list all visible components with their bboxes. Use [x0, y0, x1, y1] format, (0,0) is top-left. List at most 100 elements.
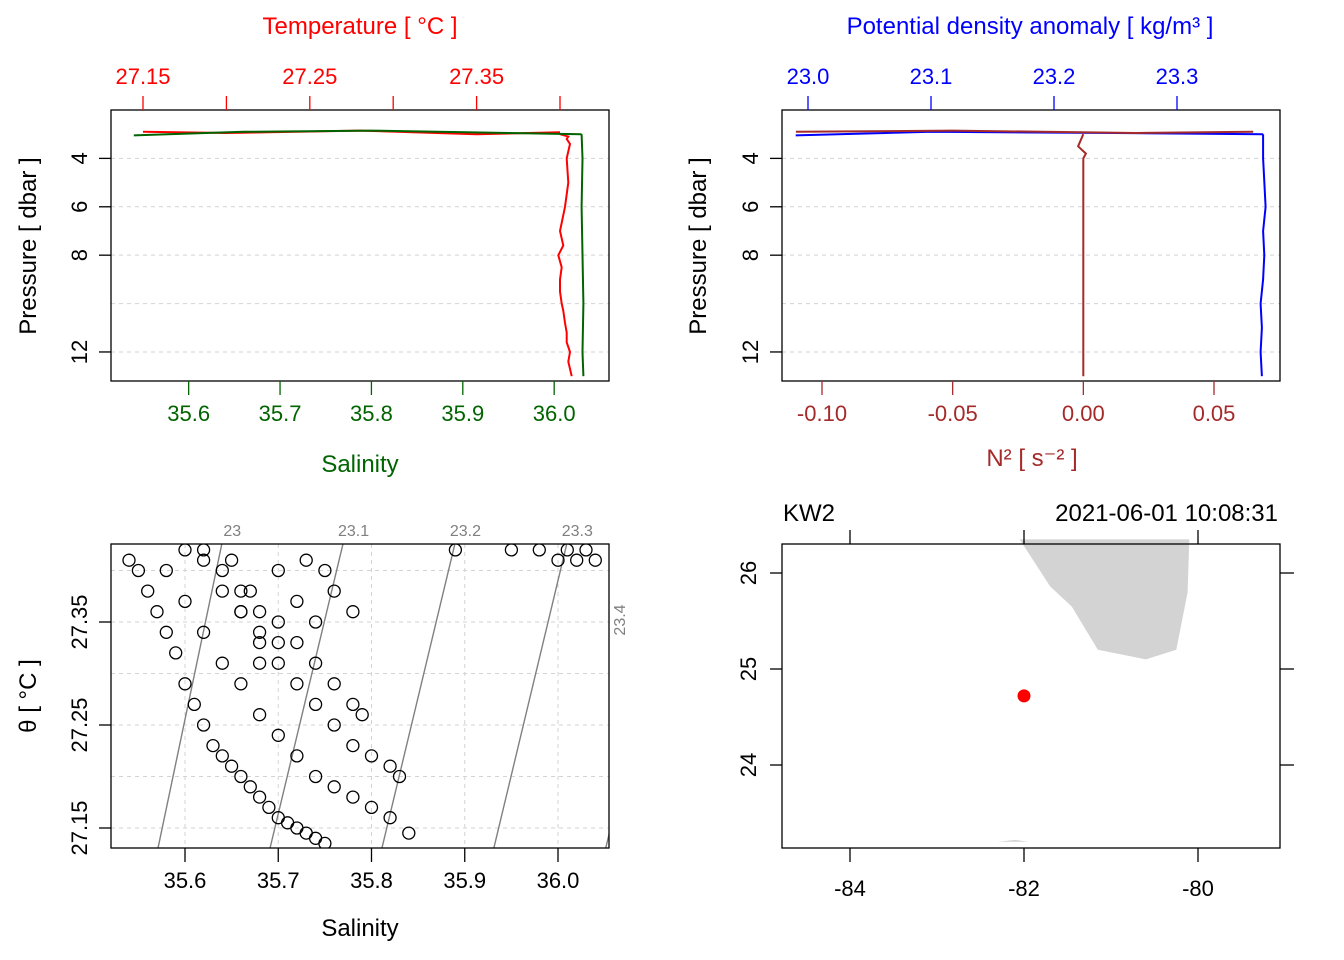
ts-point: [588, 553, 602, 567]
isopycnal-label: 23.3: [562, 523, 593, 540]
ts-point: [215, 749, 229, 763]
ts-point: [290, 635, 304, 650]
ts-point: [346, 738, 360, 753]
n2-axis-tick-label: -0.10: [797, 401, 847, 426]
ts-point: [159, 563, 173, 578]
ts-point: [551, 553, 565, 567]
ts-point: [308, 656, 323, 670]
series-salinity: [580, 134, 585, 377]
ts-point: [234, 605, 248, 619]
series-potential-density-anomaly: [1259, 134, 1267, 377]
ts-point: [187, 697, 201, 712]
ts-salinity-axis-tick-label: 35.9: [443, 868, 486, 893]
ts-point: [141, 584, 155, 598]
ts-point: [234, 677, 248, 691]
isopycnal-line: [605, 831, 609, 848]
map-lat-label: 24: [736, 753, 761, 777]
pressure-axis-title-2: Pressure [ dbar ]: [685, 157, 712, 334]
pressure-axis-1-tick-label: 8: [67, 249, 92, 261]
ts-point: [327, 780, 341, 794]
ts-point: [150, 605, 164, 619]
station-datetime: 2021-06-01 10:08:31: [1055, 500, 1278, 527]
map-frame: [781, 543, 1281, 849]
ts-point: [346, 605, 360, 619]
map-lat-label: 26: [736, 561, 761, 585]
pressure-axis-title-1: Pressure [ dbar ]: [15, 157, 42, 334]
ts-point: [224, 759, 239, 773]
series-n2: [1076, 133, 1088, 377]
series-n2-surface: [795, 129, 1254, 135]
ts-point: [178, 677, 192, 691]
ts-point: [196, 544, 211, 557]
ts-point: [271, 563, 285, 578]
pressure-axis-2-tick-label: 4: [738, 152, 763, 164]
pressure-axis-2-tick-label: 12: [738, 340, 763, 364]
ts-point: [327, 677, 341, 691]
ts-point: [327, 718, 341, 732]
temperature-axis-tick-label: 27.25: [282, 64, 337, 89]
temperature-axis-tick-label: 27.15: [115, 64, 170, 89]
ts-point: [252, 656, 267, 670]
ts-point: [122, 553, 136, 567]
salinity-axis-title: Salinity: [321, 451, 398, 478]
ts-point: [308, 697, 323, 712]
ts-point: [346, 697, 360, 712]
map-lon-label: -80: [1182, 876, 1214, 901]
ts-point: [280, 816, 295, 830]
isopycnal-label: 23.4: [612, 604, 629, 635]
ts-point: [252, 625, 267, 639]
ts-point: [169, 646, 183, 660]
pressure-axis-2-tick-label: 6: [738, 201, 763, 213]
isopycnal-line: [157, 544, 223, 848]
salinity-axis-tick-label: 35.6: [167, 401, 210, 426]
pressure-axis-1-tick-label: 12: [67, 340, 92, 364]
map-lon-label: -82: [1008, 876, 1040, 901]
ts-theta-axis-tick-label: 27.15: [67, 800, 92, 855]
profile2-frame: [781, 109, 1281, 382]
ts-salinity-axis-tick-label: 35.7: [257, 868, 300, 893]
profile1-frame: [110, 109, 610, 382]
pressure-axis-2-tick-label: 8: [738, 249, 763, 261]
station-name: KW2: [783, 500, 835, 527]
station-marker: [1017, 689, 1031, 703]
isopycnal-label: 23: [223, 523, 241, 540]
ts-point: [196, 625, 211, 639]
ts-salinity-axis-tick-label: 35.6: [164, 868, 207, 893]
pressure-axis-1-tick-label: 4: [67, 152, 92, 164]
ts-point: [355, 708, 369, 722]
density-axis-tick-label: 23.1: [910, 64, 953, 89]
ts-point: [346, 790, 360, 804]
ts-point: [448, 544, 463, 557]
pressure-axis-1-tick-label: 6: [67, 201, 92, 213]
ts-point: [252, 605, 267, 619]
ts-point: [402, 826, 416, 840]
ts-point: [290, 749, 304, 763]
map-lat-label: 25: [736, 657, 761, 681]
ts-point: [364, 800, 379, 815]
ts-point: [271, 635, 285, 650]
salinity-axis-tick-label: 35.9: [441, 401, 484, 426]
ts-point: [178, 594, 192, 609]
ts-xlabel: Salinity: [321, 915, 398, 942]
ts-point: [131, 563, 146, 578]
ts-point: [392, 769, 407, 784]
temperature-axis-title: Temperature [ °C ]: [263, 13, 458, 40]
ts-plot-area: [122, 544, 609, 848]
isopycnal-label: 23.1: [338, 523, 369, 540]
ts-point: [308, 615, 323, 629]
ts-point: [196, 718, 211, 732]
isopycnal-line: [381, 544, 456, 848]
n2-axis-tick-label: -0.05: [928, 401, 978, 426]
density-axis-tick-label: 23.2: [1033, 64, 1076, 89]
ts-point: [570, 553, 584, 567]
ts-point: [262, 800, 276, 815]
ts-frame: [110, 543, 610, 849]
ts-point: [215, 656, 229, 670]
ts-point: [532, 544, 546, 557]
ts-point: [206, 738, 220, 753]
ts-point: [196, 553, 211, 567]
ts-point: [234, 584, 248, 598]
ts-point: [215, 563, 229, 578]
ts-point: [224, 553, 239, 567]
series-salinity-surface: [133, 129, 582, 137]
